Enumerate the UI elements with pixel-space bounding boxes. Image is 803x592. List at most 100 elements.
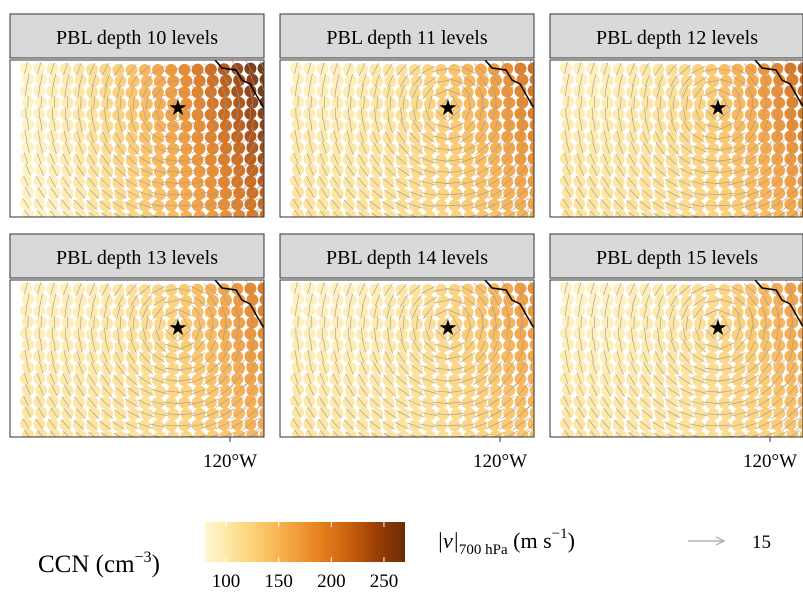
wind-arrow [487, 61, 501, 77]
wind-arrow [359, 385, 369, 398]
wind-arrow [77, 141, 84, 155]
wind-arrow [243, 174, 258, 189]
ccn-point [503, 429, 516, 437]
wind-arrow [500, 151, 514, 167]
ccn-point [720, 430, 733, 437]
wind-arrow [150, 377, 166, 384]
wind-arrow [204, 350, 218, 365]
coastline [754, 280, 803, 328]
wind-arrow [307, 349, 311, 363]
wind-arrow [776, 430, 788, 437]
wind-arrow [731, 305, 744, 320]
wind-arrow [64, 384, 72, 397]
wind-arrow [801, 301, 803, 310]
wind-arrow [461, 305, 474, 320]
wind-arrow [40, 118, 43, 132]
wind-arrow [99, 420, 112, 430]
wind-arrow [66, 118, 69, 133]
wind-arrow [631, 73, 637, 88]
wind-arrow [336, 316, 339, 330]
wind-arrow [565, 384, 571, 396]
wind-arrow [422, 85, 434, 100]
wind-arrow [506, 210, 518, 217]
wind-arrow [345, 153, 353, 166]
wind-arrow [386, 294, 394, 309]
wind-arrow [472, 421, 490, 429]
wind-arrow [320, 130, 325, 143]
panel-frame [549, 59, 803, 218]
wind-arrow [501, 187, 518, 200]
ccn-point [358, 210, 370, 217]
wind-arrow [667, 386, 681, 397]
wind-arrow [372, 350, 379, 365]
wind-arrow [153, 296, 167, 307]
wind-arrow [563, 152, 569, 165]
wind-arrow [602, 373, 609, 386]
wind-arrow [593, 96, 595, 110]
wind-arrow [248, 290, 257, 310]
ccn-point [614, 430, 627, 437]
wind-arrow [448, 342, 465, 351]
wind-arrow [704, 329, 718, 342]
wind-arrow [26, 141, 30, 153]
wind-arrow [564, 186, 572, 198]
wind-arrow [628, 282, 636, 297]
wind-arrow [139, 131, 151, 144]
wind-arrow [564, 129, 568, 142]
wind-arrow [350, 96, 352, 111]
wind-arrow [209, 433, 222, 437]
wind-arrow [358, 62, 366, 77]
wind-arrow [729, 156, 747, 164]
wind-arrow [319, 152, 326, 166]
wind-arrow [677, 155, 692, 165]
wind-arrow [236, 430, 248, 437]
wind-arrow [48, 395, 56, 408]
wind-arrow [127, 351, 137, 365]
wind-arrow [485, 397, 503, 408]
wind-arrow [360, 305, 364, 320]
wind-arrow [51, 107, 53, 121]
wind-arrow [116, 74, 124, 89]
wind-arrow [518, 70, 527, 90]
wind-arrow [307, 187, 315, 199]
wind-arrow [434, 413, 452, 416]
wind-arrow [630, 85, 634, 100]
wind-arrow [564, 282, 568, 294]
wind-arrow [321, 164, 328, 177]
wind-arrow [657, 327, 660, 343]
wind-arrow [80, 316, 82, 331]
wind-arrow [437, 317, 449, 331]
wind-arrow [773, 139, 785, 157]
wind-arrow [458, 180, 477, 186]
wind-arrow [730, 191, 749, 197]
ccn-point [680, 430, 693, 437]
wind-arrow [177, 328, 192, 342]
ccn-point [154, 210, 166, 217]
wind-arrow [100, 153, 110, 167]
wind-arrow [294, 406, 302, 418]
wind-arrow [24, 186, 32, 198]
wind-arrow [564, 429, 570, 437]
wind-arrow [78, 107, 80, 122]
wind-arrow [229, 395, 245, 409]
wind-arrow [221, 292, 231, 309]
ccn-point [424, 210, 436, 217]
wind-arrow [64, 304, 67, 319]
wind-arrow [604, 107, 607, 121]
wind-arrow [577, 129, 581, 143]
coastline [214, 280, 264, 329]
wind-arrow [603, 62, 609, 76]
wind-arrow [654, 386, 667, 397]
wind-arrow [163, 308, 180, 317]
wind-arrow [23, 395, 29, 407]
wind-arrow [744, 386, 761, 396]
wind-arrow [332, 373, 339, 386]
wind-arrow [334, 84, 337, 99]
wind-arrow [795, 204, 803, 211]
wind-arrow [23, 372, 29, 385]
wind-arrow [731, 85, 744, 100]
wind-arrow [175, 135, 193, 140]
ccn-point [680, 210, 693, 217]
wind-arrow [189, 376, 207, 384]
wind-arrow [371, 63, 379, 77]
